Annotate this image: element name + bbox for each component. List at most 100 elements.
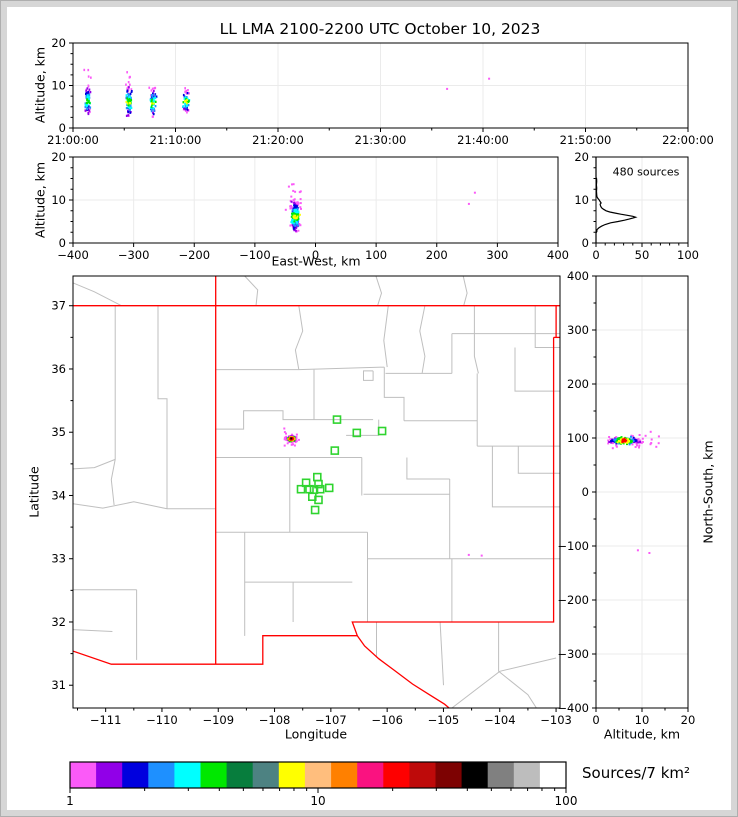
tick-label: 100 <box>567 431 589 445</box>
tick-label: 100 <box>365 248 387 262</box>
ns-height-points <box>607 430 660 554</box>
map-ylabel: Latitude <box>26 466 42 518</box>
colorbar-segment <box>435 762 463 788</box>
colorbar-segment <box>461 762 489 788</box>
ns-panel-ylabel: North-South, km <box>700 440 716 544</box>
tick-label: 50 <box>635 248 650 262</box>
tick-label: 20 <box>51 36 66 50</box>
ns-panel-xlabel: Altitude, km <box>603 726 681 742</box>
tick-label: 10 <box>51 193 66 207</box>
tick-label: 0 <box>592 248 599 262</box>
colorbar-segment <box>539 762 567 788</box>
tick-label: −200 <box>557 593 589 607</box>
tick-label: 33 <box>51 552 66 566</box>
tick-label: 300 <box>486 248 508 262</box>
tick-label: −110 <box>146 713 178 727</box>
figure-title: LL LMA 2100-2200 UTC October 10, 2023 <box>219 20 541 38</box>
tick-label: 1 <box>66 794 74 808</box>
tick-label: −300 <box>557 647 589 661</box>
tick-label: 200 <box>426 248 448 262</box>
station-square <box>315 484 325 494</box>
tick-label: −107 <box>315 713 347 727</box>
ew-panel-xlabel: East-West, km <box>271 253 361 269</box>
tick-label: 0 <box>59 236 66 250</box>
tick-label: 100 <box>555 794 578 808</box>
tick-label: −300 <box>118 248 150 262</box>
colorbar-segment <box>331 762 358 788</box>
tick-label: 300 <box>567 323 589 337</box>
tick-label: 100 <box>677 248 699 262</box>
tick-label: 21:00:00 <box>47 133 99 147</box>
tick-label: 400 <box>567 269 589 283</box>
tick-label: 10 <box>574 193 589 207</box>
tick-label: 21:10:00 <box>150 133 202 147</box>
tick-label: 20 <box>681 713 696 727</box>
map-xlabel: Longitude <box>284 726 348 742</box>
tick-label: −200 <box>178 248 210 262</box>
station-square <box>314 479 323 489</box>
tick-label: −106 <box>371 713 403 727</box>
ew-panel-ylabel: Altitude, km <box>32 161 48 239</box>
station-square <box>324 483 334 493</box>
tick-label: −108 <box>259 713 291 727</box>
tick-label: 10 <box>51 79 66 93</box>
tick-label: 0 <box>312 248 319 262</box>
tick-label: 21:20:00 <box>252 133 304 147</box>
colorbar-segment <box>148 762 175 788</box>
tick-label: 10 <box>310 794 325 808</box>
colorbar-segment <box>96 762 123 788</box>
tick-label: 36 <box>51 362 66 376</box>
tick-label: −104 <box>484 713 516 727</box>
tick-label: 0 <box>582 485 589 499</box>
tick-label: 35 <box>51 425 66 439</box>
tick-label: −400 <box>57 248 89 262</box>
station-square <box>330 446 340 455</box>
colorbar: 1 10 100 <box>66 761 578 808</box>
colorbar-segment <box>174 762 201 788</box>
tick-label: 31 <box>51 678 66 692</box>
tick-label: 32 <box>51 615 66 629</box>
map-storm-cluster <box>283 427 483 557</box>
source-count-annotation: 480 sources <box>612 165 680 179</box>
tick-label: 21:40:00 <box>457 133 509 147</box>
tick-label: 10 <box>635 713 650 727</box>
colorbar-segment <box>383 762 410 788</box>
colorbar-segment <box>70 762 97 788</box>
station-square <box>332 415 342 424</box>
tick-label: 0 <box>582 236 589 250</box>
station-square <box>312 472 322 482</box>
colorbar-segment <box>513 762 541 788</box>
tick-label: −400 <box>557 701 589 715</box>
colorbar-segment <box>409 762 436 788</box>
station-square <box>377 426 387 436</box>
tick-label: 21:50:00 <box>560 133 612 147</box>
tick-label: −103 <box>540 713 572 727</box>
station-square <box>352 428 362 438</box>
colorbar-segment <box>357 762 384 788</box>
tick-label: 37 <box>51 299 66 313</box>
time-panel-ylabel: Altitude, km <box>32 46 48 124</box>
colorbar-segment <box>487 762 515 788</box>
colorbar-segment <box>200 762 228 788</box>
time-height-points <box>83 68 491 118</box>
station-square <box>310 505 320 515</box>
colorbar-segment <box>226 762 254 788</box>
colorbar-segment <box>122 762 149 788</box>
tick-label: −111 <box>90 713 122 727</box>
tick-label: 0 <box>592 713 599 727</box>
colorbar-segment <box>304 762 332 788</box>
tick-label: −109 <box>202 713 234 727</box>
tick-label: 0 <box>59 121 66 135</box>
tick-label: 21:30:00 <box>355 133 407 147</box>
map-layer <box>73 276 560 708</box>
tick-label: 400 <box>547 248 569 262</box>
panel-spine <box>72 275 561 709</box>
altitude-histogram-line <box>595 157 638 243</box>
tick-label: 200 <box>567 377 589 391</box>
ew-height-points <box>284 183 476 233</box>
tick-label: 20 <box>51 150 66 164</box>
colorbar-segment <box>252 762 280 788</box>
tick-label: −105 <box>428 713 460 727</box>
